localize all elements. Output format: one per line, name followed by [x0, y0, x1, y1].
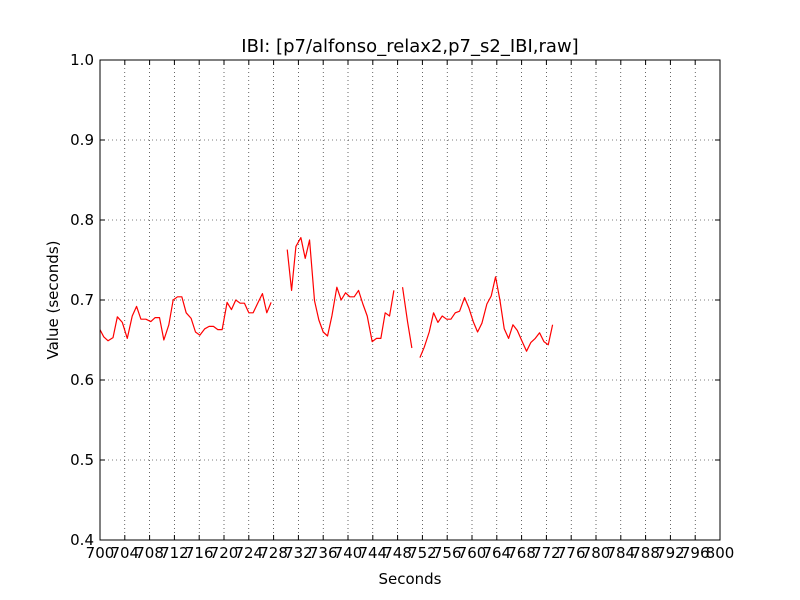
- x-tick-label: 748: [383, 544, 412, 562]
- x-tick-label: 776: [557, 544, 586, 562]
- x-tick-label: 708: [135, 544, 164, 562]
- x-tick-label: 780: [582, 544, 611, 562]
- x-tick-label: 724: [234, 544, 263, 562]
- y-tick-label: 0.7: [70, 291, 94, 309]
- x-tick-label: 744: [358, 544, 387, 562]
- chart-title: IBI: [p7/alfonso_relax2,p7_s2_IBI,raw]: [241, 36, 578, 57]
- y-tick-label: 0.5: [70, 451, 94, 469]
- x-tick-label: 740: [334, 544, 363, 562]
- x-tick-label: 760: [458, 544, 487, 562]
- x-tick-label: 784: [606, 544, 635, 562]
- x-tick-label: 716: [185, 544, 214, 562]
- y-tick-label: 0.9: [70, 131, 94, 149]
- x-axis-label: Seconds: [378, 570, 441, 588]
- y-tick-label: 0.4: [70, 531, 94, 549]
- grid-lines: [100, 60, 720, 540]
- y-tick-labels: 0.4 0.5 0.6 0.7 0.8 0.9 1.0: [70, 51, 94, 549]
- x-tick-label: 792: [656, 544, 685, 562]
- ibi-series-line-segment: [99, 293, 272, 342]
- x-tick-label: 728: [259, 544, 288, 562]
- ibi-series-line-segment: [401, 287, 413, 349]
- x-tick-label: 764: [482, 544, 511, 562]
- x-tick-label: 712: [160, 544, 189, 562]
- x-tick-label: 704: [110, 544, 139, 562]
- x-tick-label: 768: [507, 544, 536, 562]
- series-layer: [99, 237, 554, 358]
- x-tick-label: 700: [86, 544, 115, 562]
- x-tick-label: 756: [433, 544, 462, 562]
- ibi-series-line-segment: [419, 276, 554, 358]
- x-tick-label: 788: [631, 544, 660, 562]
- x-tick-label: 720: [210, 544, 239, 562]
- y-tick-label: 0.8: [70, 211, 94, 229]
- y-tick-label: 0.6: [70, 371, 94, 389]
- y-tick-label: 1.0: [70, 51, 94, 69]
- tick-marks: [99, 59, 721, 541]
- ibi-series-line-segment: [286, 237, 395, 343]
- x-tick-label: 800: [706, 544, 735, 562]
- x-tick-labels: 7007047087127167207247287327367407447487…: [86, 544, 735, 562]
- y-axis-label: Value (seconds): [44, 241, 62, 360]
- x-tick-label: 736: [309, 544, 338, 562]
- x-tick-label: 732: [284, 544, 313, 562]
- x-tick-label: 752: [408, 544, 437, 562]
- x-tick-label: 796: [681, 544, 710, 562]
- x-tick-label: 772: [532, 544, 561, 562]
